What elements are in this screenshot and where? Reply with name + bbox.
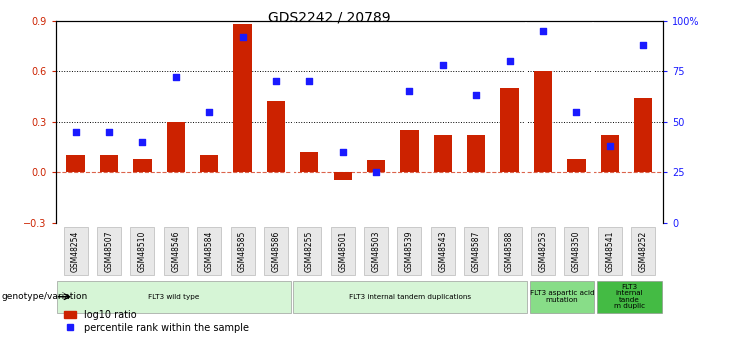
FancyBboxPatch shape xyxy=(431,227,455,275)
FancyBboxPatch shape xyxy=(297,227,322,275)
Text: GSM48588: GSM48588 xyxy=(505,230,514,272)
Text: GSM48255: GSM48255 xyxy=(305,230,313,272)
Bar xyxy=(333,172,352,180)
Bar xyxy=(433,135,452,172)
Bar xyxy=(200,155,219,172)
Text: GSM48503: GSM48503 xyxy=(371,230,381,272)
FancyBboxPatch shape xyxy=(397,227,422,275)
Legend: log10 ratio, percentile rank within the sample: log10 ratio, percentile rank within the … xyxy=(61,306,253,337)
FancyBboxPatch shape xyxy=(364,227,388,275)
Bar xyxy=(534,71,552,172)
Text: FLT3
internal
tande
m duplic: FLT3 internal tande m duplic xyxy=(614,284,645,309)
Point xyxy=(336,149,348,155)
Text: GSM48541: GSM48541 xyxy=(605,230,614,272)
Point xyxy=(637,42,649,48)
Point xyxy=(404,89,416,94)
FancyBboxPatch shape xyxy=(197,227,221,275)
Bar xyxy=(530,281,594,313)
Bar xyxy=(133,159,152,172)
Bar xyxy=(567,159,585,172)
Bar xyxy=(634,98,652,172)
FancyBboxPatch shape xyxy=(64,227,87,275)
FancyBboxPatch shape xyxy=(631,227,655,275)
Bar xyxy=(601,135,619,172)
FancyBboxPatch shape xyxy=(531,227,555,275)
Bar xyxy=(100,155,118,172)
Text: GSM48510: GSM48510 xyxy=(138,230,147,272)
Text: GSM48539: GSM48539 xyxy=(405,230,414,272)
FancyBboxPatch shape xyxy=(164,227,187,275)
Bar xyxy=(467,135,485,172)
Text: GSM48254: GSM48254 xyxy=(71,230,80,272)
Bar xyxy=(400,130,419,172)
Bar xyxy=(367,160,385,172)
Point xyxy=(270,79,282,84)
Point xyxy=(370,169,382,175)
Text: GSM48585: GSM48585 xyxy=(238,230,247,272)
FancyBboxPatch shape xyxy=(565,227,588,275)
Bar xyxy=(267,101,285,172)
Point xyxy=(471,92,482,98)
FancyBboxPatch shape xyxy=(598,227,622,275)
Point xyxy=(437,62,449,68)
Point xyxy=(604,143,616,149)
Bar xyxy=(167,122,185,172)
Point xyxy=(236,34,248,40)
FancyBboxPatch shape xyxy=(130,227,154,275)
Text: GSM48543: GSM48543 xyxy=(439,230,448,272)
Text: GSM48350: GSM48350 xyxy=(572,230,581,272)
Point xyxy=(537,28,549,33)
Point xyxy=(103,129,115,135)
Text: FLT3 internal tandem duplications: FLT3 internal tandem duplications xyxy=(349,294,471,300)
Text: GSM48252: GSM48252 xyxy=(639,230,648,272)
Point xyxy=(303,79,315,84)
Text: GSM48587: GSM48587 xyxy=(472,230,481,272)
Point xyxy=(504,58,516,64)
Text: GSM48546: GSM48546 xyxy=(171,230,180,272)
Text: genotype/variation: genotype/variation xyxy=(1,292,87,301)
FancyBboxPatch shape xyxy=(498,227,522,275)
Point xyxy=(203,109,215,114)
FancyBboxPatch shape xyxy=(330,227,355,275)
Point xyxy=(170,75,182,80)
Bar xyxy=(597,281,662,313)
Point xyxy=(136,139,148,145)
Text: FLT3 wild type: FLT3 wild type xyxy=(148,294,199,300)
Text: GSM48501: GSM48501 xyxy=(338,230,348,272)
Bar xyxy=(233,24,252,172)
Text: GSM48586: GSM48586 xyxy=(271,230,280,272)
Text: GSM48584: GSM48584 xyxy=(205,230,213,272)
Text: GDS2242 / 20789: GDS2242 / 20789 xyxy=(268,10,391,24)
FancyBboxPatch shape xyxy=(97,227,121,275)
Text: GSM48253: GSM48253 xyxy=(539,230,548,272)
FancyBboxPatch shape xyxy=(464,227,488,275)
Bar xyxy=(300,152,319,172)
FancyBboxPatch shape xyxy=(264,227,288,275)
Bar xyxy=(67,155,84,172)
Text: GSM48507: GSM48507 xyxy=(104,230,113,272)
Point xyxy=(571,109,582,114)
Bar xyxy=(293,281,527,313)
Text: FLT3 aspartic acid
mutation: FLT3 aspartic acid mutation xyxy=(530,290,594,303)
Bar xyxy=(500,88,519,172)
Point xyxy=(70,129,82,135)
FancyBboxPatch shape xyxy=(230,227,255,275)
Bar xyxy=(57,281,290,313)
